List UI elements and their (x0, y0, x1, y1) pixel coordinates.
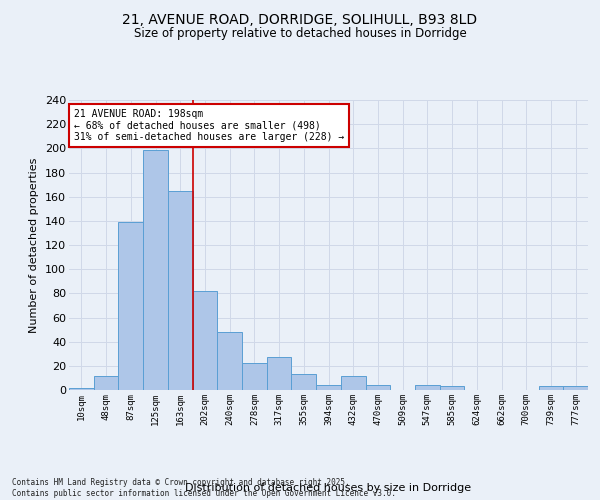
Text: Contains HM Land Registry data © Crown copyright and database right 2025.
Contai: Contains HM Land Registry data © Crown c… (12, 478, 396, 498)
Bar (563, 386, 588, 390)
Bar (94, 376, 118, 390)
Bar (242, 364, 267, 390)
X-axis label: Distribution of detached houses by size in Dorridge: Distribution of detached houses by size … (185, 484, 472, 494)
Bar (267, 358, 292, 390)
Bar (292, 374, 316, 390)
Bar (365, 385, 390, 390)
Bar (539, 386, 563, 390)
Bar (341, 376, 365, 390)
Bar (193, 291, 217, 390)
Bar (217, 332, 242, 390)
Text: Size of property relative to detached houses in Dorridge: Size of property relative to detached ho… (134, 28, 466, 40)
Bar (69, 388, 94, 390)
Bar (440, 386, 464, 390)
Text: 21 AVENUE ROAD: 198sqm
← 68% of detached houses are smaller (498)
31% of semi-de: 21 AVENUE ROAD: 198sqm ← 68% of detached… (74, 108, 344, 142)
Text: 21, AVENUE ROAD, DORRIDGE, SOLIHULL, B93 8LD: 21, AVENUE ROAD, DORRIDGE, SOLIHULL, B93… (122, 12, 478, 26)
Bar (143, 150, 168, 390)
Bar (316, 385, 341, 390)
Bar (168, 190, 193, 390)
Y-axis label: Number of detached properties: Number of detached properties (29, 158, 40, 332)
Bar (118, 222, 143, 390)
Bar (415, 385, 440, 390)
